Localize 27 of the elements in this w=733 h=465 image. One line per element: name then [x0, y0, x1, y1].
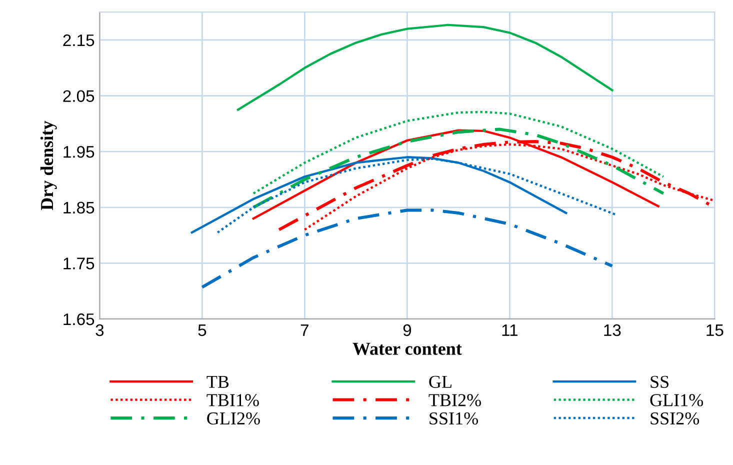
y-tick-label: 1.65 — [64, 313, 94, 326]
x-axis-title: Water content — [352, 342, 462, 355]
line-series — [252, 110, 665, 195]
legend-label: GLI1% — [650, 394, 704, 406]
y-axis-title: Dry density — [40, 120, 57, 210]
y-tick-label: 1.95 — [64, 146, 94, 158]
line-series — [236, 24, 614, 111]
y-tick-label: 2.05 — [63, 90, 94, 102]
x-tick-label: 3 — [96, 324, 104, 336]
legend-label: TBI1% — [206, 394, 259, 406]
y-tick-label: 1.85 — [64, 202, 94, 214]
x-tick-label: 13 — [604, 324, 621, 336]
legend-label: GL — [429, 376, 452, 388]
legend-label: SSI1% — [430, 412, 478, 425]
legend-label: TBI2% — [428, 394, 481, 406]
x-tick-label: 9 — [403, 324, 412, 336]
legend-label: TB — [206, 376, 229, 388]
x-tick-label: 5 — [198, 324, 206, 336]
legend-label: SSI2% — [650, 412, 700, 425]
x-tick-label: 11 — [502, 324, 518, 336]
line-series — [200, 208, 614, 289]
y-tick-label: 1.75 — [64, 258, 94, 270]
legend-label: SS — [650, 376, 668, 388]
legend-label: GLI2% — [207, 412, 260, 425]
y-tick-label: 2.15 — [63, 34, 94, 46]
x-tick-label: 7 — [300, 324, 308, 336]
x-tick-label: 15 — [706, 324, 724, 336]
